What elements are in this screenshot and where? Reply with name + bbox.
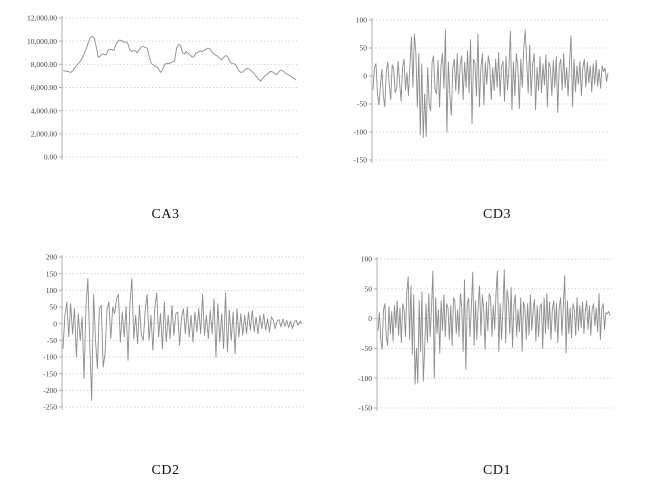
series-line	[62, 36, 297, 82]
y-tick-label: 50	[50, 303, 58, 312]
y-tick-label: -150	[353, 156, 367, 165]
y-tick-label: -50	[357, 100, 367, 109]
y-tick-label: -100	[358, 374, 372, 383]
y-tick-label: 0	[53, 319, 57, 328]
y-tick-label: 12,000.00	[27, 14, 57, 23]
y-tick-label: 50	[365, 284, 373, 293]
y-tick-label: -250	[43, 403, 57, 412]
y-tick-label: 0.00	[44, 153, 57, 162]
y-axis-labels: 0.00 2,000.00 4,000.00 6,000.00 8,000.00 10,0…	[27, 14, 57, 162]
y-axis-labels: -150 -100 -50 0 50 100	[358, 255, 372, 413]
y-axis-labels: -250 -200 -150 -100 -50 0 50 100 150 200	[43, 253, 57, 412]
gridlines	[62, 17, 298, 158]
y-axis-ticks	[59, 17, 62, 158]
y-tick-label: 0	[363, 72, 367, 81]
y-tick-label: 10,000.00	[27, 37, 57, 46]
chart-ca3: 0.00 2,000.00 4,000.00 6,000.00 8,000.00 10,0…	[0, 0, 331, 244]
y-tick-label: -150	[43, 369, 57, 378]
y-tick-label: -50	[47, 336, 57, 345]
y-tick-label: 100	[46, 286, 58, 295]
cd2-plot: -250 -200 -150 -100 -50 0 50 100 150 200	[43, 253, 304, 412]
y-tick-label: -50	[362, 344, 372, 353]
y-tick-label: -200	[43, 386, 57, 395]
chart-cd1: -150 -100 -50 0 50 100 CD1	[331, 244, 663, 488]
y-tick-label: 0	[368, 314, 372, 323]
y-tick-label: 100	[356, 16, 368, 25]
series-line	[377, 269, 611, 385]
chart-title-ca3: CA3	[151, 207, 180, 222]
series-line	[372, 29, 609, 139]
y-tick-label: 50	[360, 44, 368, 53]
y-tick-label: -150	[358, 404, 372, 413]
y-tick-label: 6,000.00	[31, 83, 58, 92]
series-line	[62, 278, 303, 401]
y-tick-label: 150	[46, 269, 58, 278]
y-tick-label: 4,000.00	[31, 106, 58, 115]
y-tick-label: 8,000.00	[31, 60, 58, 69]
chart-title-cd2: CD2	[151, 463, 180, 478]
y-tick-label: 200	[46, 253, 58, 262]
cd1-plot: -150 -100 -50 0 50 100	[358, 255, 612, 413]
y-tick-label: -100	[43, 353, 57, 362]
ca3-plot: 0.00 2,000.00 4,000.00 6,000.00 8,000.00 10,0…	[27, 14, 298, 162]
chart-title-cd1: CD1	[483, 463, 511, 478]
cd3-plot: -150 -100 -50 0 50 100	[353, 16, 610, 165]
y-tick-label: -100	[353, 128, 367, 137]
chart-cd2: -250 -200 -150 -100 -50 0 50 100 150 200 CD2	[0, 244, 331, 488]
y-axis-labels: -150 -100 -50 0 50 100	[353, 16, 367, 165]
chart-cd3: -150 -100 -50 0 50 100 CD3	[331, 0, 663, 244]
y-tick-label: 100	[361, 255, 373, 264]
chart-title-cd3: CD3	[483, 207, 511, 222]
y-tick-label: 2,000.00	[31, 129, 58, 138]
